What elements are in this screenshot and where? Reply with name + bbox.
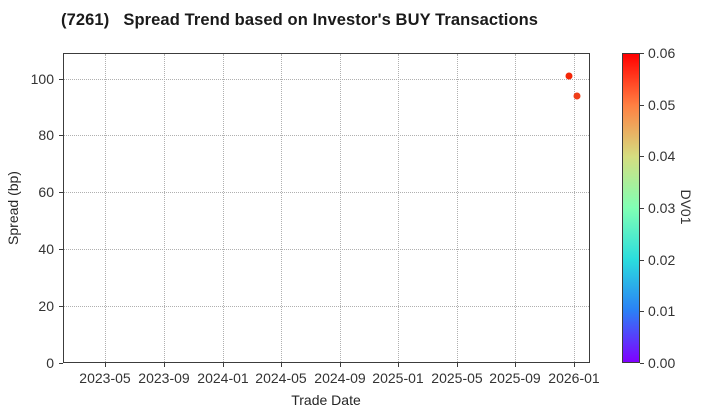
colorbar-tick <box>640 363 644 364</box>
colorbar-tick-label: 0.03 <box>648 200 676 216</box>
plot-area <box>63 53 590 363</box>
colorbar-tick <box>640 156 644 157</box>
colorbar-tick-label: 0.02 <box>648 252 676 268</box>
y-gridline <box>64 135 589 136</box>
y-tick-label: 100 <box>30 71 54 87</box>
x-tick-label: 2023-09 <box>138 370 190 386</box>
x-gridline <box>515 54 516 362</box>
y-tick-label: 40 <box>38 241 54 257</box>
y-tick <box>59 79 63 80</box>
x-gridline <box>340 54 341 362</box>
colorbar-tick-label: 0.05 <box>648 97 676 113</box>
y-tick <box>59 306 63 307</box>
colorbar-tick <box>640 53 644 54</box>
y-tick-label: 60 <box>38 184 54 200</box>
y-tick <box>59 249 63 250</box>
x-gridline <box>457 54 458 362</box>
x-tick <box>164 363 165 367</box>
colorbar <box>622 53 640 363</box>
x-tick-label: 2025-05 <box>431 370 483 386</box>
y-gridline <box>64 249 589 250</box>
x-tick <box>574 363 575 367</box>
x-tick <box>223 363 224 367</box>
x-gridline <box>164 54 165 362</box>
colorbar-tick <box>640 208 644 209</box>
x-tick-label: 2024-05 <box>255 370 307 386</box>
x-tick-label: 2025-09 <box>489 370 541 386</box>
x-tick <box>457 363 458 367</box>
x-gridline <box>281 54 282 362</box>
x-tick-label: 2023-05 <box>79 370 131 386</box>
x-tick <box>281 363 282 367</box>
x-gridline <box>223 54 224 362</box>
x-gridline <box>398 54 399 362</box>
x-tick <box>105 363 106 367</box>
y-gridline <box>64 192 589 193</box>
chart-title: (7261) Spread Trend based on Investor's … <box>61 11 539 29</box>
colorbar-tick-label: 0.06 <box>648 45 676 61</box>
y-tick <box>59 363 63 364</box>
x-tick-label: 2024-09 <box>314 370 366 386</box>
colorbar-tick-label: 0.01 <box>648 303 676 319</box>
data-point <box>565 72 573 80</box>
colorbar-tick <box>640 105 644 106</box>
colorbar-gradient <box>623 54 639 362</box>
x-tick <box>515 363 516 367</box>
x-tick-label: 2025-01 <box>372 370 424 386</box>
colorbar-tick-label: 0.04 <box>648 148 676 164</box>
x-axis-label: Trade Date <box>291 392 361 408</box>
x-gridline <box>105 54 106 362</box>
y-tick <box>59 192 63 193</box>
y-gridline <box>64 306 589 307</box>
y-gridline <box>64 79 589 80</box>
y-tick-label: 80 <box>38 127 54 143</box>
colorbar-tick-label: 0.00 <box>648 355 676 371</box>
colorbar-tick <box>640 311 644 312</box>
y-tick-label: 20 <box>38 298 54 314</box>
x-gridline <box>574 54 575 362</box>
y-tick <box>59 135 63 136</box>
x-tick <box>340 363 341 367</box>
x-tick-label: 2024-01 <box>197 370 249 386</box>
y-axis-label: Spread (bp) <box>5 171 21 245</box>
y-tick-label: 0 <box>46 355 54 371</box>
colorbar-label: DV01 <box>678 189 694 225</box>
colorbar-tick <box>640 260 644 261</box>
data-point <box>573 92 581 100</box>
x-tick <box>398 363 399 367</box>
x-tick-label: 2026-01 <box>548 370 600 386</box>
